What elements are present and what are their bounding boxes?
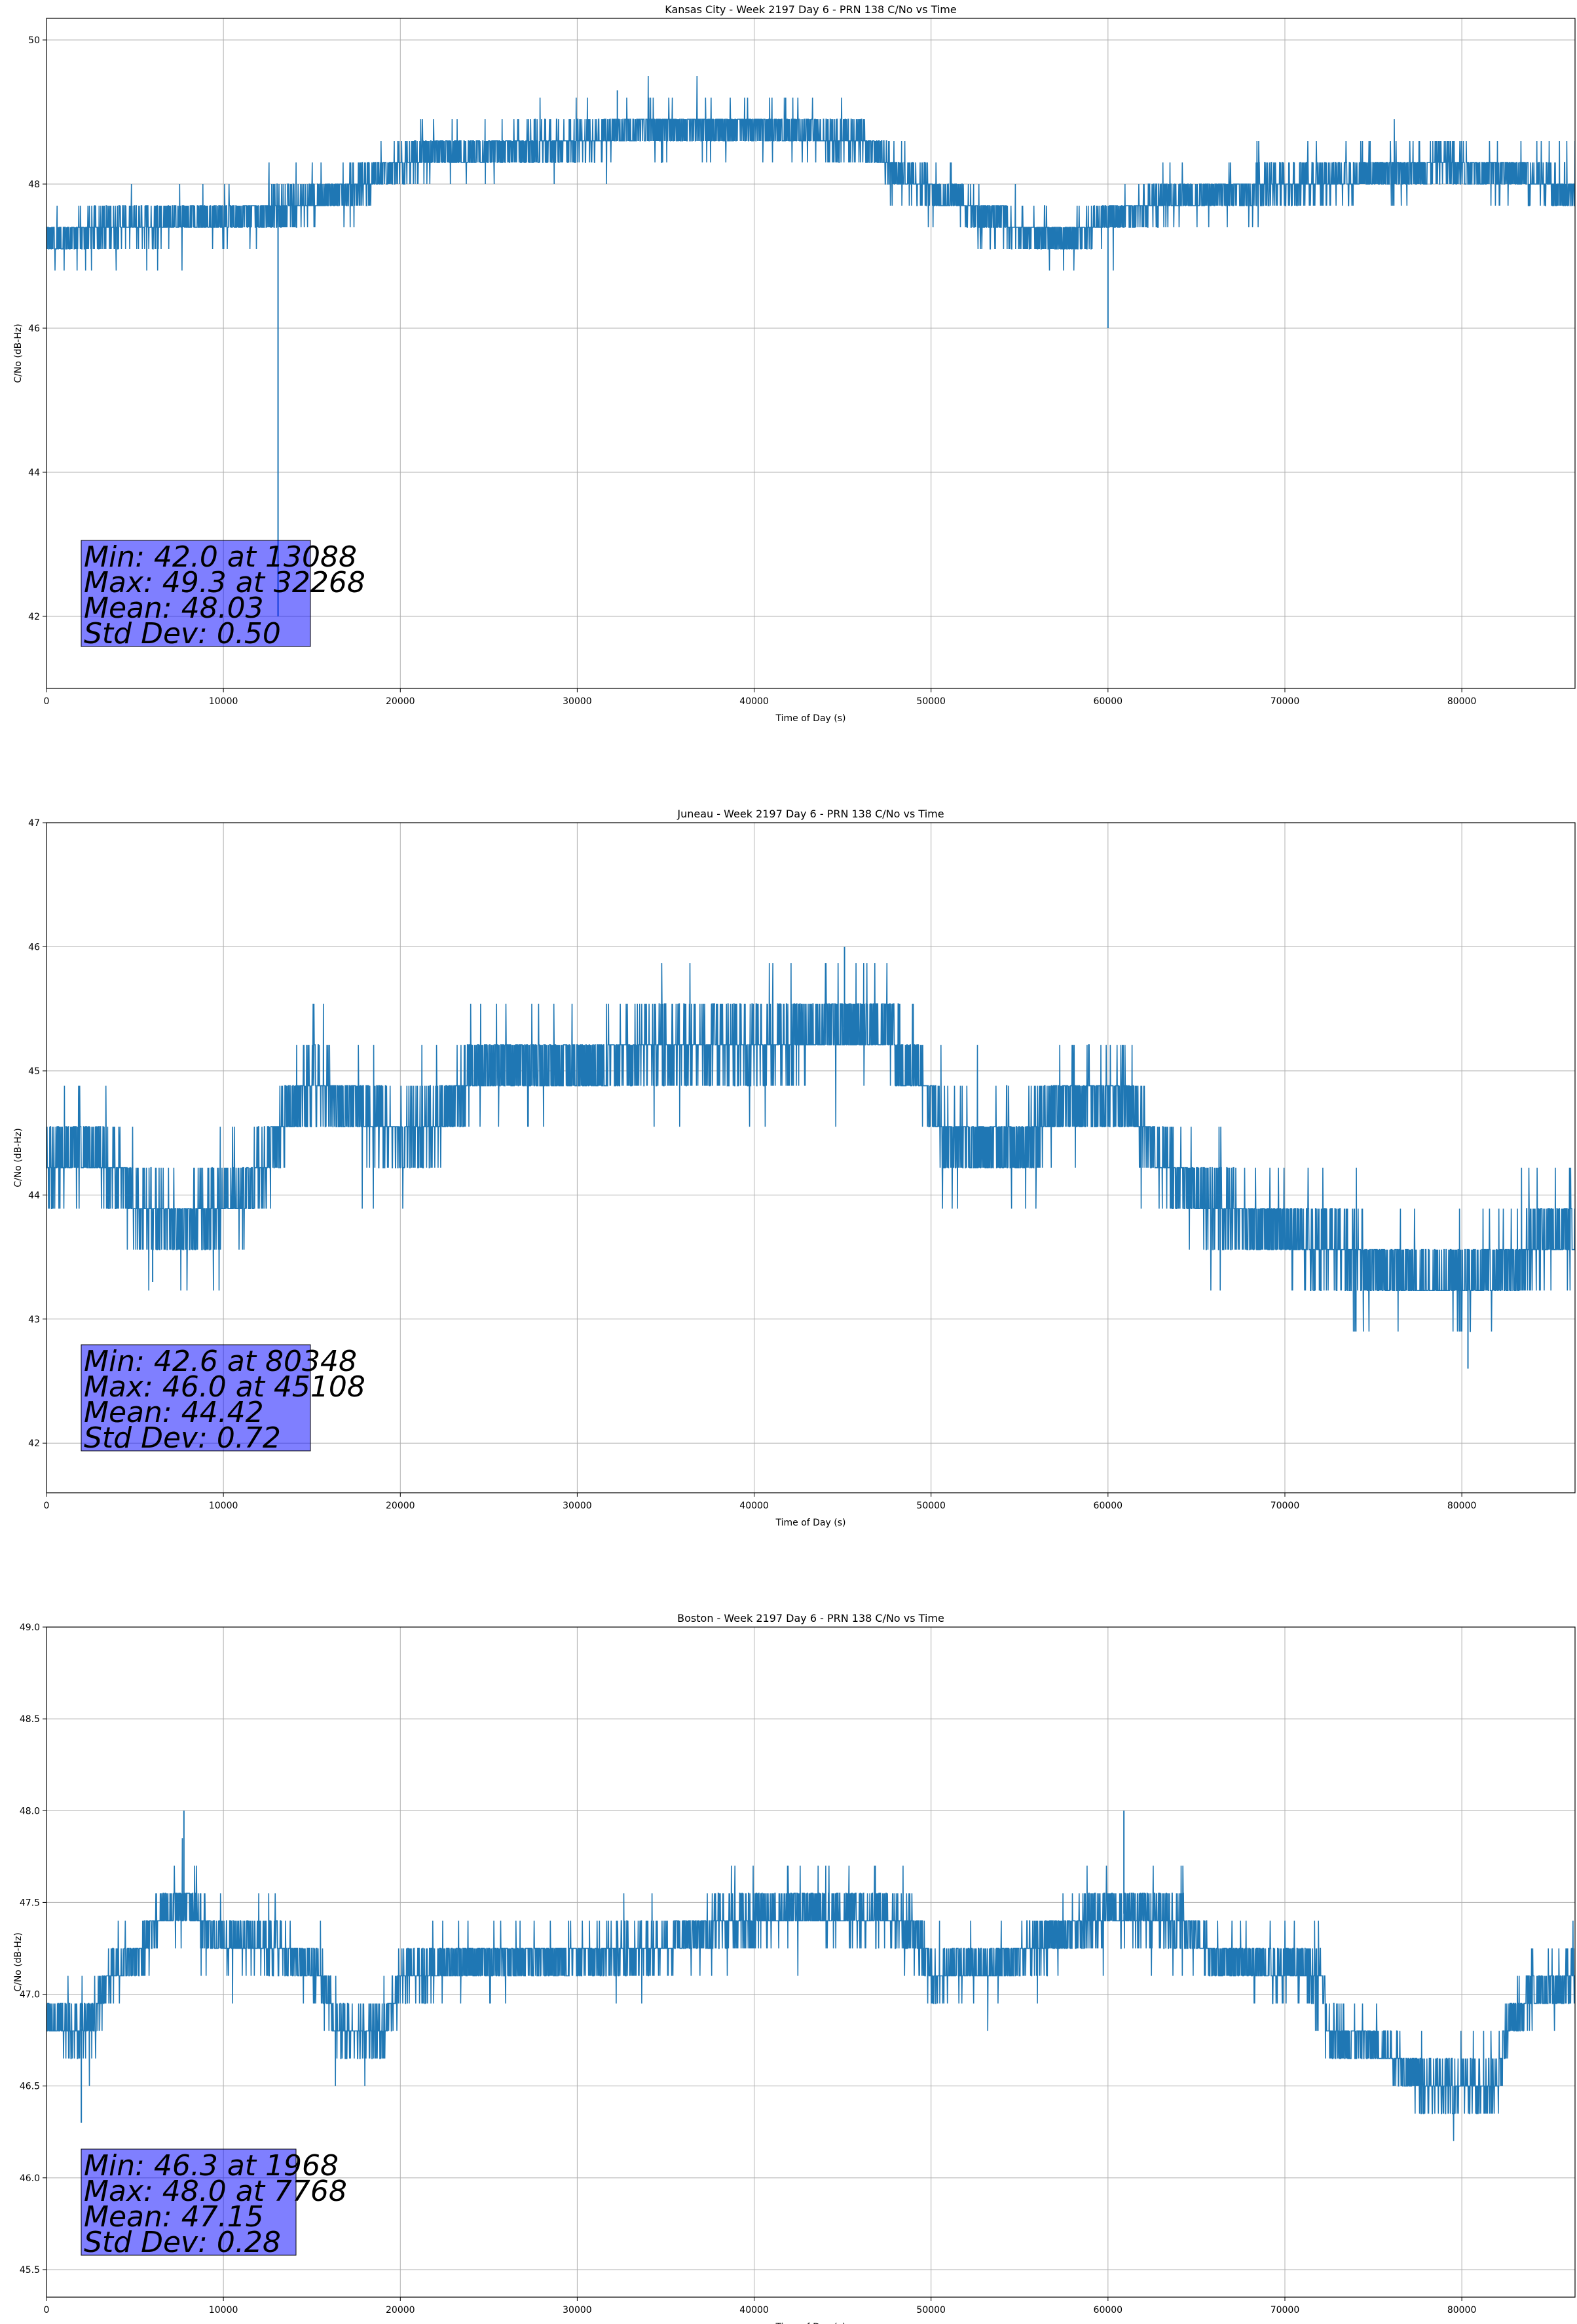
y-tick-label: 45 [28, 1066, 40, 1077]
stats-box [81, 2148, 297, 2256]
chart-title: Kansas City - Week 2197 Day 6 - PRN 138 … [665, 3, 956, 16]
y-tick-label: 49.0 [20, 1622, 40, 1633]
x-tick-label: 60000 [1094, 2305, 1123, 2315]
x-axis-label: Time of Day (s) [775, 2322, 846, 2324]
y-tick-label: 48.5 [20, 1714, 40, 1725]
y-tick-label: 44 [28, 468, 40, 478]
x-tick-label: 50000 [916, 696, 946, 707]
stats-box [81, 1344, 311, 1452]
y-tick-label: 42 [28, 612, 40, 622]
stats-min: Min: 42.0 at 13088 [84, 540, 357, 574]
x-tick-label: 80000 [1447, 1501, 1477, 1511]
x-tick-label: 60000 [1094, 1501, 1123, 1511]
chart-panel-3: 0 10000 20000 30000 40000 50000 60000 70000 8000… [13, 1612, 1576, 2324]
chart-title: Boston - Week 2197 Day 6 - PRN 138 C/No … [677, 1612, 944, 1624]
x-tick-label: 10000 [209, 1501, 238, 1511]
x-tick-label: 30000 [563, 2305, 592, 2315]
series-line [46, 75, 1575, 271]
x-tick-label: 80000 [1447, 696, 1477, 707]
stats-max: Max: 49.3 at 32268 [84, 566, 365, 599]
y-tick-label: 47.5 [20, 1898, 40, 1908]
y-axis-label: C/No (dB-Hz) [13, 1932, 24, 1991]
x-tick-label: 40000 [739, 1501, 769, 1511]
chart-panel-2: 0 10000 20000 30000 40000 50000 60000 70000 8000… [13, 808, 1576, 1528]
x-tick-label: 10000 [209, 696, 238, 707]
x-tick-label: 70000 [1271, 696, 1300, 707]
stats-mean: Mean: 44.42 [84, 1396, 264, 1429]
y-axis-label: C/No (dB-Hz) [13, 1128, 24, 1187]
x-axis-label: Time of Day (s) [775, 1518, 846, 1528]
x-tick-label: 0 [44, 696, 50, 707]
stats-min: Min: 42.6 at 80348 [84, 1345, 357, 1378]
y-tick-label: 47.0 [20, 1990, 40, 2000]
y-axis-label: C/No (dB-Hz) [13, 324, 24, 383]
axes-frame [46, 822, 1576, 1493]
x-tick-label: 20000 [386, 696, 415, 707]
y-tick-label: 44 [28, 1190, 40, 1201]
y-tick-label: 43 [28, 1315, 40, 1325]
stats-std: Std Dev: 0.28 [84, 2226, 281, 2259]
y-tick-label: 48 [28, 179, 40, 190]
y-tick-label: 47 [28, 818, 40, 829]
x-tick-label: 70000 [1271, 2305, 1300, 2315]
x-tick-label: 30000 [563, 1501, 592, 1511]
y-tick-label: 42 [28, 1438, 40, 1449]
stats-max: Max: 46.0 at 45108 [84, 1370, 365, 1404]
x-tick-label: 0 [44, 1501, 50, 1511]
x-tick-label: 70000 [1271, 1501, 1300, 1511]
axes-frame [46, 1626, 1576, 2298]
stats-min: Min: 46.3 at 1968 [84, 2149, 339, 2183]
y-tick-label: 46.0 [20, 2173, 40, 2184]
stats-std: Std Dev: 0.72 [84, 1421, 281, 1455]
x-tick-label: 50000 [916, 1501, 946, 1511]
x-tick-label: 40000 [739, 2305, 769, 2315]
chart-panel-1: 0 10000 20000 30000 40000 50000 60000 70000 8000… [13, 3, 1576, 724]
chart-title: Juneau - Week 2197 Day 6 - PRN 138 C/No … [677, 808, 944, 820]
stats-std: Std Dev: 0.50 [84, 617, 281, 650]
stats-max: Max: 48.0 at 7768 [84, 2175, 347, 2208]
x-tick-label: 0 [44, 2305, 50, 2315]
axes-frame [46, 18, 1576, 689]
y-tick-label: 50 [28, 35, 40, 46]
y-tick-label: 46 [28, 942, 40, 952]
x-axis-label: Time of Day (s) [775, 713, 846, 724]
y-tick-label: 46.5 [20, 2082, 40, 2092]
x-tick-label: 40000 [739, 696, 769, 707]
y-tick-label: 45.5 [20, 2265, 40, 2276]
stats-mean: Mean: 48.03 [84, 591, 264, 625]
stats-box [81, 540, 311, 647]
x-tick-label: 10000 [209, 2305, 238, 2315]
y-tick-label: 46 [28, 324, 40, 334]
x-tick-label: 20000 [386, 2305, 415, 2315]
x-tick-label: 30000 [563, 696, 592, 707]
x-tick-label: 60000 [1094, 696, 1123, 707]
x-tick-label: 20000 [386, 1501, 415, 1511]
stats-mean: Mean: 47.15 [84, 2200, 264, 2234]
x-tick-label: 80000 [1447, 2305, 1477, 2315]
series-line [46, 1838, 1575, 2141]
series-line [46, 963, 1575, 1332]
y-tick-label: 48.0 [20, 1806, 40, 1816]
x-tick-label: 50000 [916, 2305, 946, 2315]
